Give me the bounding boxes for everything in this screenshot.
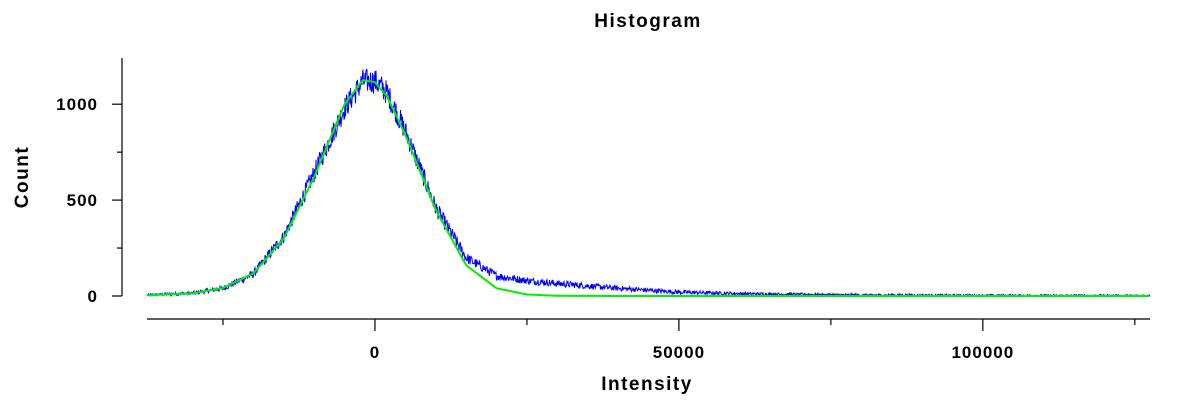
plot-area	[146, 68, 1150, 298]
chart-title: Histogram	[594, 11, 701, 32]
histogram-series-line	[146, 68, 1150, 298]
y-tick-label: 500	[67, 191, 98, 210]
x-tick-label: 0	[370, 343, 380, 362]
gaussian-fit-line	[146, 79, 1149, 297]
x-tick-label: 100000	[951, 343, 1014, 362]
y-tick-label: 1000	[56, 95, 98, 114]
x-axis-label: Intensity	[601, 374, 693, 395]
y-axis-label: Count	[12, 146, 33, 208]
y-tick-label: 0	[88, 287, 98, 306]
x-tick-label: 50000	[653, 343, 705, 362]
axes: 0 500 1000 0 50000 100000	[56, 58, 1150, 362]
